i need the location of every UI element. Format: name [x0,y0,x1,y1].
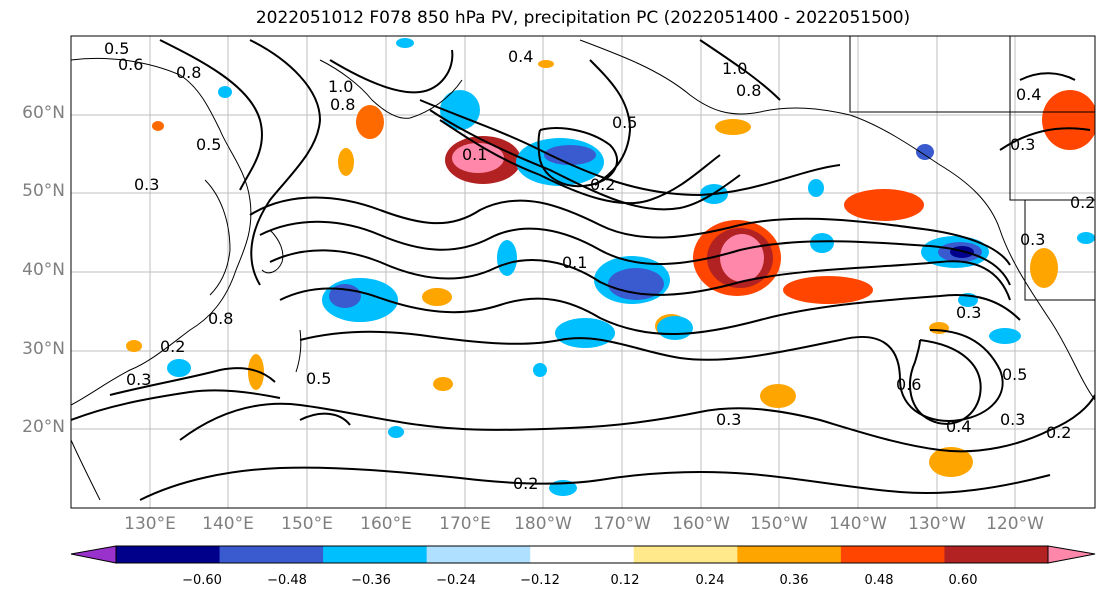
lat-label-60n: 60°N [22,103,65,123]
contour-label: 0.6 [118,55,143,74]
contour-label: 0.5 [1002,365,1027,384]
colorbar-cell [840,546,945,563]
colorbar-tick: 0.48 [864,573,894,588]
colorbar-cell [944,546,1049,563]
colorbar-cell [426,546,531,563]
contour-label: 1.0 [722,59,747,78]
colorbar-cell [116,546,221,563]
lon-label-140w: 140°W [829,514,887,534]
contour-label: 0.3 [126,370,151,389]
contour-label-group: 0.50.6 0.8 0.51.00.8 0.30.41.0 0.80.30.5 … [104,39,1095,493]
contour-label: 0.1 [462,145,487,164]
coastlines [71,36,1095,501]
contour-label: 0.8 [330,95,355,114]
colorbar-tick: 0.12 [610,573,640,588]
colorbar-cell [219,546,324,563]
contour-label: 0.4 [508,47,533,66]
lon-label-170w: 170°W [593,514,651,534]
colorbar-tick: −0.60 [182,573,222,588]
contour-label: 0.1 [562,253,587,272]
map-title: 2022051012 F078 850 hPa PV, precipitatio… [255,8,911,28]
colorbar-tick: −0.24 [436,573,476,588]
lon-label-130e: 130°E [124,514,176,534]
contour-label: 0.2 [1070,193,1095,212]
colorbar-tick: 0.36 [779,573,809,588]
contour-label: 0.8 [176,63,201,82]
colorbar-cell [633,546,738,563]
lon-label-150w: 150°W [750,514,808,534]
contour-label: 0.2 [513,474,538,493]
colorbar-cell [737,546,842,563]
lat-label-40n: 40°N [22,260,65,280]
contour-label: 1.0 [328,77,353,96]
colorbar-tick: 0.60 [948,573,978,588]
lon-label-130w: 130°W [908,514,966,534]
contour-label: 0.8 [736,81,761,100]
map-frame [70,35,1096,509]
contour-label: 0.2 [1046,423,1071,442]
contour-label: 0.4 [1016,85,1041,104]
contour-label: 0.5 [612,113,637,132]
colorbar-cells [71,546,1095,563]
contour-label: 0.3 [1010,135,1035,154]
lat-label-50n: 50°N [22,181,65,201]
colorbar-tick: −0.36 [351,573,391,588]
lon-label-150e: 150°E [281,514,333,534]
colorbar-tick: −0.48 [267,573,307,588]
lat-label-30n: 30°N [22,339,65,359]
lat-label-20n: 20°N [22,417,65,437]
colorbar-outline [70,545,1096,564]
contour-label: 0.6 [896,375,921,394]
colorbar-cell [530,546,635,563]
lon-label-180w: 180°W [514,514,572,534]
colorbar-extend-max [1048,546,1095,563]
lon-label-160e: 160°E [360,514,412,534]
contour-label: 0.3 [716,410,741,429]
contour-label: 0.2 [590,175,615,194]
lon-label-160w: 160°W [672,514,730,534]
contour-label: 0.5 [196,135,221,154]
contour-label: 0.5 [104,39,129,58]
precip-shading [126,38,1095,496]
colorbar-cell [323,546,428,563]
contour-label: 0.5 [306,369,331,388]
contour-label: 0.2 [160,337,185,356]
lon-label-170e: 170°E [439,514,491,534]
contour-label: 0.3 [1020,230,1045,249]
colorbar-extend-min [71,546,116,563]
contour-label: 0.8 [208,309,233,328]
pv-contours [71,39,1095,501]
contour-label: 0.4 [946,417,971,436]
contour-label: 0.3 [134,175,159,194]
contour-label: 0.3 [1000,410,1025,429]
colorbar-tick: −0.12 [520,573,560,588]
contour-label: 0.3 [956,303,981,322]
lon-label-140e: 140°E [202,514,254,534]
colorbar-tick: 0.24 [695,573,725,588]
lon-label-120w: 120°W [986,514,1044,534]
